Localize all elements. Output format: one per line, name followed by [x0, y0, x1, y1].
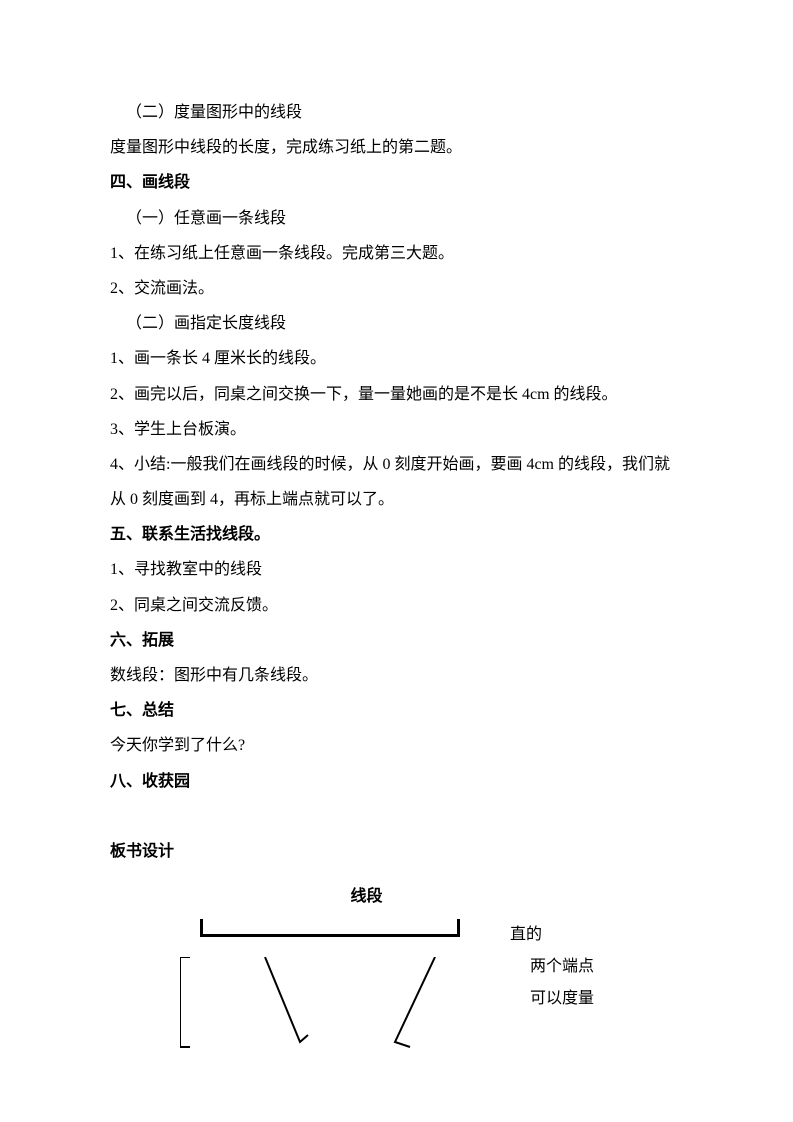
text-line: 今天你学到了什么? — [110, 728, 683, 763]
spacer — [110, 799, 683, 834]
text-line: 七、总结 — [110, 693, 683, 728]
text-line: 四、画线段 — [110, 165, 683, 200]
text-line: （二）画指定长度线段 — [110, 306, 683, 341]
diagram-title: 线段 — [50, 879, 683, 914]
broken-line-shape — [265, 957, 308, 1042]
board-design-heading: 板书设计 — [110, 834, 683, 869]
content-lines: （二）度量图形中的线段度量图形中线段的长度，完成练习纸上的第二题。四、画线段（一… — [110, 95, 683, 799]
text-line: 3、学生上台板演。 — [110, 412, 683, 447]
text-line: 五、联系生活找线段。 — [110, 517, 683, 552]
text-line: 1、寻找教室中的线段 — [110, 552, 683, 587]
line-segment-icon — [200, 919, 460, 937]
board-diagram: 线段 直的两个端点可以度量 — [110, 879, 683, 1077]
text-line: 度量图形中线段的长度，完成练习纸上的第二题。 — [110, 130, 683, 165]
text-line: 2、交流画法。 — [110, 271, 683, 306]
broken-lines-diagram — [180, 957, 683, 1077]
diagram-note: 直的 — [510, 919, 594, 951]
text-line: 六、拓展 — [110, 623, 683, 658]
text-line: 1、在练习纸上任意画一条线段。完成第三大题。 — [110, 236, 683, 271]
document-body: （二）度量图形中的线段度量图形中线段的长度，完成练习纸上的第二题。四、画线段（一… — [110, 95, 683, 1077]
text-line: 2、画完以后，同桌之间交换一下，量一量她画的是不是长 4cm 的线段。 — [110, 377, 683, 412]
broken-line-shape — [395, 957, 435, 1047]
text-line: 八、收获园 — [110, 764, 683, 799]
text-line: 数线段：图形中有几条线段。 — [110, 658, 683, 693]
text-line: 4、小结:一般我们在画线段的时候，从 0 刻度开始画，要画 4cm 的线段，我们… — [110, 447, 683, 517]
broken-line-shape — [180, 957, 190, 1047]
text-line: （二）度量图形中的线段 — [110, 95, 683, 130]
text-line: （一）任意画一条线段 — [110, 201, 683, 236]
broken-lines-svg — [180, 957, 480, 1077]
text-line: 2、同桌之间交流反馈。 — [110, 588, 683, 623]
text-line: 1、画一条长 4 厘米长的线段。 — [110, 341, 683, 376]
